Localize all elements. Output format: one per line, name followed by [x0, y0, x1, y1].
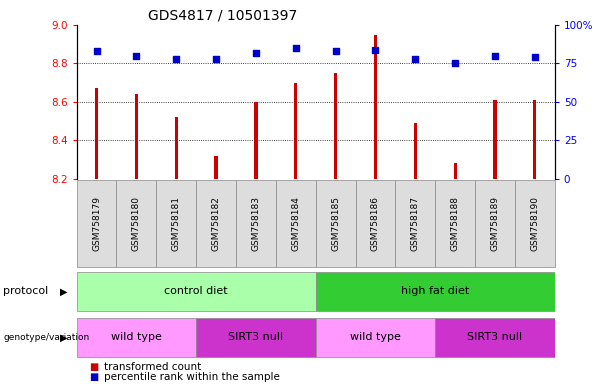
Bar	[533, 100, 536, 179]
Bar	[77, 318, 196, 357]
Point	[450, 60, 460, 66]
Point	[131, 53, 141, 59]
Text: GSM758185: GSM758185	[331, 196, 340, 251]
Text: GSM758190: GSM758190	[530, 196, 539, 251]
Bar	[196, 180, 236, 267]
Bar	[175, 117, 178, 179]
Bar	[294, 83, 297, 179]
Point	[92, 48, 102, 54]
Point	[172, 56, 181, 62]
Text: GSM758186: GSM758186	[371, 196, 380, 251]
Point	[211, 56, 221, 62]
Bar	[236, 180, 276, 267]
Bar	[395, 180, 435, 267]
Text: GSM758183: GSM758183	[251, 196, 261, 251]
Text: GSM758188: GSM758188	[451, 196, 460, 251]
Text: GSM758184: GSM758184	[291, 196, 300, 251]
Text: genotype/variation: genotype/variation	[3, 333, 89, 342]
Bar	[254, 102, 257, 179]
Bar	[356, 180, 395, 267]
Text: wild type: wild type	[350, 332, 401, 342]
Bar	[77, 180, 116, 267]
Text: ▶: ▶	[60, 333, 67, 343]
Text: GSM758189: GSM758189	[490, 196, 500, 251]
Bar	[435, 318, 555, 357]
Text: GSM758179: GSM758179	[92, 196, 101, 251]
Bar	[475, 180, 515, 267]
Bar	[316, 272, 555, 311]
Point	[370, 46, 380, 53]
Bar	[334, 73, 337, 179]
Text: percentile rank within the sample: percentile rank within the sample	[104, 372, 280, 382]
Bar	[493, 100, 497, 179]
Bar	[374, 35, 377, 179]
Text: high fat diet: high fat diet	[401, 286, 470, 296]
Point	[490, 53, 500, 59]
Text: wild type: wild type	[111, 332, 162, 342]
Bar	[316, 318, 435, 357]
Text: SIRT3 null: SIRT3 null	[468, 332, 522, 342]
Bar	[116, 180, 156, 267]
Point	[251, 50, 261, 56]
Bar	[215, 156, 218, 179]
Bar	[454, 163, 457, 179]
Bar	[414, 123, 417, 179]
Bar	[196, 318, 316, 357]
Bar	[135, 94, 138, 179]
Bar	[156, 180, 196, 267]
Point	[530, 54, 539, 60]
Bar	[95, 88, 98, 179]
Point	[411, 56, 421, 62]
Text: GSM758181: GSM758181	[172, 196, 181, 251]
Bar	[276, 180, 316, 267]
Text: ▶: ▶	[60, 286, 67, 296]
Bar	[77, 272, 316, 311]
Text: ■: ■	[89, 362, 98, 372]
Bar	[316, 180, 356, 267]
Text: GSM758187: GSM758187	[411, 196, 420, 251]
Text: SIRT3 null: SIRT3 null	[229, 332, 283, 342]
Text: control diet: control diet	[164, 286, 228, 296]
Text: GSM758182: GSM758182	[211, 196, 221, 251]
Text: GSM758180: GSM758180	[132, 196, 141, 251]
Text: protocol: protocol	[3, 286, 48, 296]
Text: transformed count: transformed count	[104, 362, 202, 372]
Bar	[515, 180, 555, 267]
Bar	[435, 180, 475, 267]
Point	[331, 48, 341, 54]
Text: ■: ■	[89, 372, 98, 382]
Text: GDS4817 / 10501397: GDS4817 / 10501397	[148, 8, 297, 22]
Point	[291, 45, 300, 51]
